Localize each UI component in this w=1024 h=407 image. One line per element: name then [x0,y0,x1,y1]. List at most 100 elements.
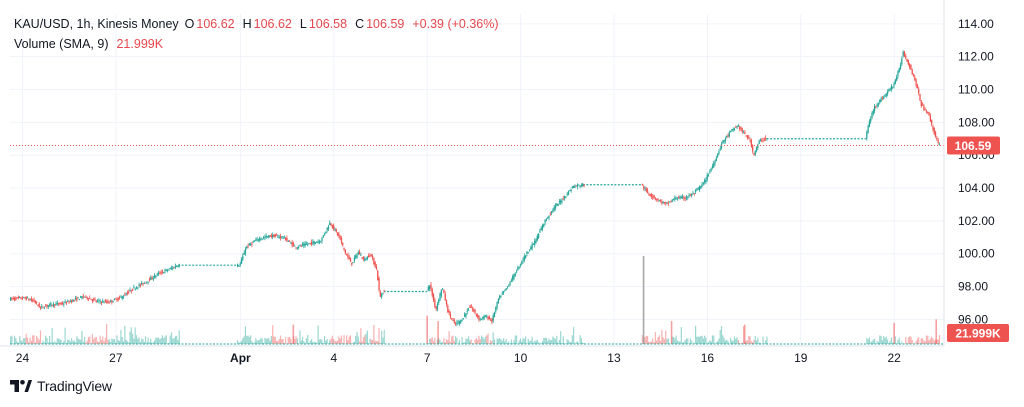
volume-bar [732,340,734,344]
candle-body [432,294,435,301]
volume-bar [39,330,42,344]
candle-body [479,318,481,320]
volume-bar [137,338,139,344]
symbol-label[interactable]: KAU/USD, 1h, Kinesis Money [14,17,179,31]
volume-bar [567,340,570,344]
volume-bar [139,342,141,344]
volume-label[interactable]: Volume (SMA, 9) [14,37,109,51]
volume-bar [334,340,336,344]
candle-body [927,112,929,114]
candle-body [344,249,346,254]
volume-bar [73,340,75,344]
volume-bar [150,338,152,344]
volume-bar [307,335,309,344]
volume-bar [528,341,531,344]
candle-body [563,196,566,199]
volume-bar [46,337,48,344]
volume-bar [697,336,699,344]
volume-bar [748,336,750,344]
volume-bar [646,336,649,344]
candle-body [757,144,759,148]
volume-bar [490,340,492,344]
candle-body [95,301,97,302]
volume-bar [55,342,57,344]
volume-bar [535,340,537,344]
volume-bar [277,341,279,344]
candle-body [46,304,48,307]
volume-bar [898,337,900,344]
volume-bar [108,339,110,344]
volume-bar [355,336,357,344]
candle-body [716,153,719,157]
candle-body [291,242,293,246]
volume-bar [641,335,643,344]
volume-bar [693,342,695,344]
candle-body [325,231,327,234]
candle-body [83,296,86,298]
volume-bar [530,340,532,344]
volume-bar [112,339,114,344]
candle-body [561,200,563,202]
candle-body [166,270,169,272]
volume-bar [502,338,505,344]
volume-bar [656,340,658,344]
volume-bar [142,339,144,344]
candle-body [299,244,301,246]
volume-bar [15,338,17,344]
volume-bar [925,335,928,344]
candle-body [74,298,77,299]
volume-bar [317,325,319,344]
volume-bar [95,336,97,344]
tradingview-logo[interactable]: TradingView [10,378,112,394]
candle-body [706,174,708,180]
volume-bar [475,338,477,344]
close-value: 106.59 [366,17,405,31]
volume-bar [700,336,702,344]
candle-body [361,257,363,259]
volume-bar [909,336,911,344]
candle-body [866,132,868,139]
volume-bar [91,334,93,344]
candle-body [151,277,153,279]
candle-body [244,249,247,254]
candle-body [512,276,514,280]
candle-body [322,235,324,237]
candle-body [326,227,328,231]
candle-body [13,297,16,300]
candle-body [466,310,468,312]
candle-body [867,126,869,134]
candle-body [482,316,484,319]
candle-body [169,268,171,269]
candle-body [240,258,243,264]
volume-bar [556,335,558,344]
volume-bar [362,337,365,344]
volume-bar [38,339,40,344]
candle-body [893,83,895,87]
candle-body [360,255,362,257]
volume-bar [24,337,26,344]
candle-body [518,267,520,268]
volume-bar [527,338,529,344]
candle-body [579,185,581,187]
candle-body [653,195,655,199]
candle-body [15,297,17,300]
volume-bar [331,335,333,344]
volume-bar [709,340,711,344]
volume-bar [146,342,148,344]
volume-bar [491,341,493,344]
candle-body [93,298,95,300]
candle-body [115,298,117,300]
volume-bar [710,341,712,344]
volume-bar [513,340,515,344]
volume-bar [566,339,568,344]
volume-bar [81,330,83,344]
candle-body [91,299,94,301]
candle-body [469,307,471,309]
volume-bar [466,338,468,344]
volume-bar [305,338,308,344]
candle-body [696,188,698,191]
volume-bar [30,340,33,344]
candle-body [134,288,136,290]
volume-bar [237,339,239,344]
